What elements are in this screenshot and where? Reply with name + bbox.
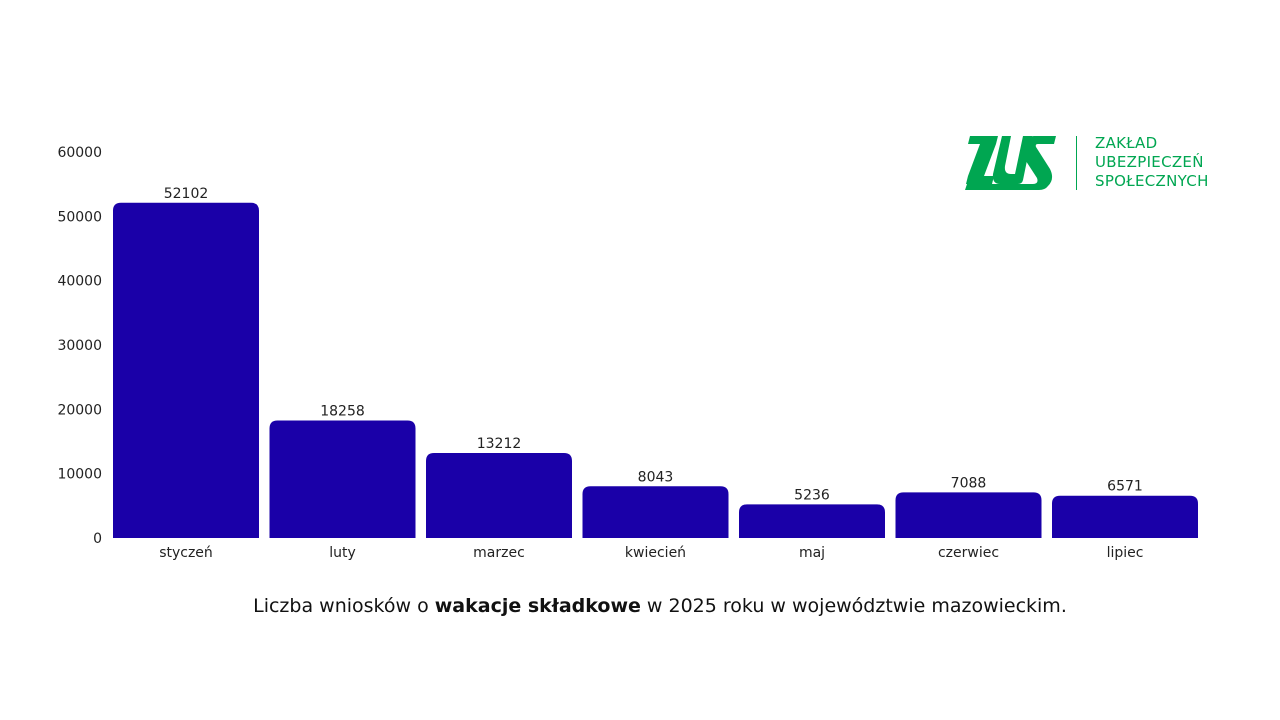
data-label: 13212	[477, 436, 522, 452]
bar	[113, 202, 259, 538]
caption-bold: wakacje składkowe	[434, 595, 641, 617]
bar	[895, 492, 1042, 538]
data-label: 8043	[638, 469, 674, 485]
x-tick-label: luty	[329, 545, 356, 561]
y-tick-label: 30000	[57, 338, 102, 354]
x-tick-label: lipiec	[1107, 545, 1144, 561]
logo-line: ZAKŁAD	[1095, 134, 1158, 152]
bar	[269, 420, 416, 538]
bar	[582, 486, 729, 538]
data-label: 52102	[164, 186, 209, 202]
x-tick-label: czerwiec	[938, 545, 999, 561]
bar	[1052, 495, 1198, 538]
chart-caption: Liczba wniosków o wakacje składkowe w 20…	[0, 595, 1280, 617]
zus-logo-mark	[965, 136, 1056, 190]
data-label: 18258	[320, 404, 365, 420]
y-tick-label: 20000	[57, 402, 102, 418]
y-tick-label: 40000	[57, 274, 102, 290]
bar	[426, 453, 572, 538]
logo-text: ZAKŁAD UBEZPIECZEŃ SPOŁECZNYCH	[1095, 134, 1209, 191]
x-tick-label: maj	[799, 545, 825, 561]
x-tick-label: marzec	[473, 545, 525, 561]
data-label: 7088	[951, 475, 987, 491]
y-tick-label: 0	[93, 531, 102, 547]
x-tick-label: kwiecień	[625, 545, 686, 561]
logo-divider	[1076, 136, 1077, 190]
bar	[739, 504, 885, 538]
caption-text: Liczba wniosków o	[253, 595, 435, 617]
y-tick-label: 10000	[57, 467, 102, 483]
x-tick-label: styczeń	[159, 545, 213, 561]
logo-line: SPOŁECZNYCH	[1095, 172, 1209, 190]
caption-text: w 2025 roku w województwie mazowieckim.	[640, 595, 1067, 617]
data-label: 5236	[794, 487, 830, 503]
y-tick-label: 50000	[57, 209, 102, 225]
y-tick-label: 60000	[57, 145, 102, 161]
logo-line: UBEZPIECZEŃ	[1095, 153, 1204, 171]
data-label: 6571	[1107, 479, 1143, 495]
